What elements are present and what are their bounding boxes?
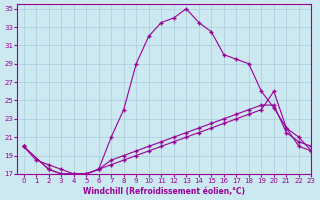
X-axis label: Windchill (Refroidissement éolien,°C): Windchill (Refroidissement éolien,°C) xyxy=(84,187,245,196)
